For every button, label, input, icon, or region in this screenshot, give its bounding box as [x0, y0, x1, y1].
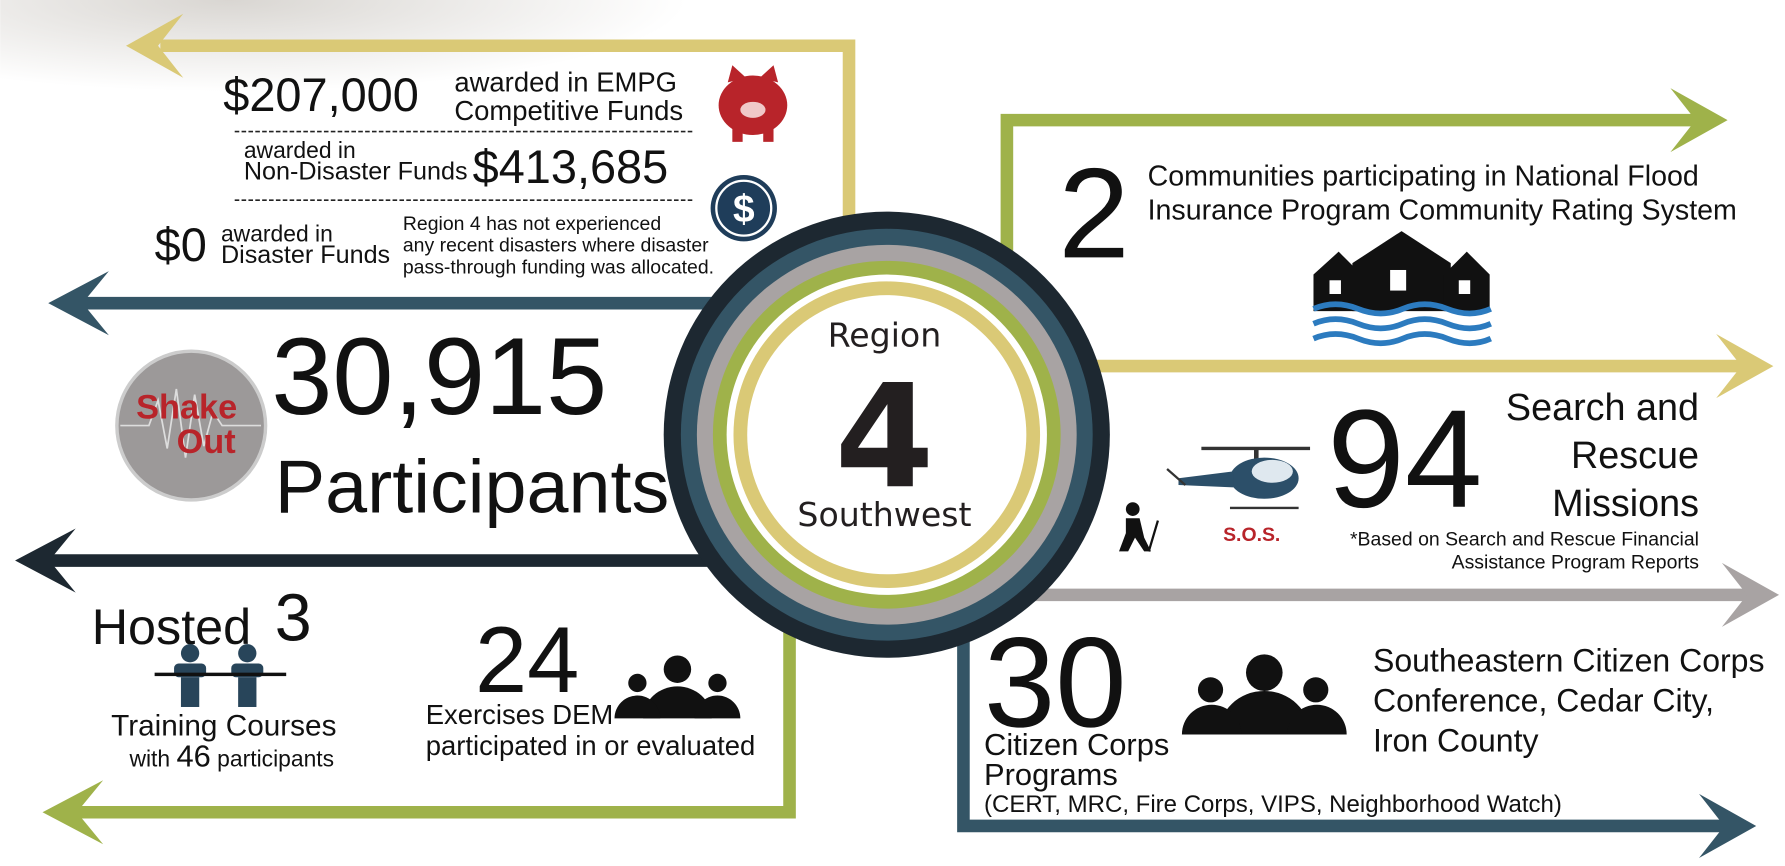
training-number: 3	[275, 582, 312, 656]
sar-number: 94	[1327, 381, 1482, 537]
disaster-text: Disaster Funds	[221, 241, 390, 269]
conference-text: Southeastern Citizen Corps	[1373, 643, 1765, 679]
sos-text: S.O.S.	[1223, 524, 1280, 546]
empg-text: awarded in EMPG	[454, 67, 677, 98]
exercises-number: 24	[475, 607, 579, 712]
empg-text: Competitive Funds	[454, 95, 683, 126]
text: with	[128, 745, 170, 771]
disaster-amount: $0	[155, 219, 207, 271]
flood-text: Communities participating in National Fl…	[1148, 160, 1699, 192]
training-hosted: Hosted	[92, 598, 251, 655]
empg-amount: $207,000	[223, 69, 419, 121]
flood-text: Insurance Program Community Rating Syste…	[1148, 195, 1737, 227]
infographic: Region 4 Southwest $207,000 awarded in E…	[0, 0, 1785, 866]
citizen-programs: (CERT, MRC, Fire Corps, VIPS, Neighborho…	[984, 791, 1562, 818]
participants-number: 46	[176, 738, 210, 773]
conference-text: Conference, Cedar City,	[1373, 683, 1714, 719]
flood-number: 2	[1058, 142, 1129, 285]
training-label: Training Courses	[111, 710, 336, 743]
citizen-label: Programs	[984, 757, 1118, 792]
shakeout-label: Participants	[275, 445, 669, 529]
center-region: Region	[828, 316, 942, 355]
center-name: Southwest	[797, 495, 971, 534]
sar-note: Assistance Program Reports	[1452, 552, 1700, 574]
conference-text: Iron County	[1373, 723, 1539, 759]
nondisaster-text: Non-Disaster Funds	[244, 158, 468, 186]
sar-note: *Based on Search and Rescue Financial	[1350, 529, 1699, 551]
disaster-note: pass-through funding was allocated.	[403, 256, 714, 278]
page: { "center": {"line1": "Region", "number"…	[0, 0, 1785, 866]
exercises-label: Exercises DEM	[426, 699, 614, 730]
disaster-note: any recent disasters where disaster	[403, 235, 709, 257]
disaster-note: Region 4 has not experienced	[403, 213, 661, 235]
sar-label: Search and	[1506, 386, 1699, 428]
shakeout-logo-text: Out	[177, 423, 236, 461]
nondisaster-amount: $413,685	[473, 141, 669, 193]
dollar-sign: $	[733, 188, 755, 231]
shakeout-logo-text: Shake	[136, 389, 237, 427]
shakeout-number: 30,915	[271, 316, 607, 438]
exercises-label: participated in or evaluated	[426, 730, 755, 761]
sar-label: Missions	[1552, 482, 1699, 524]
sar-label: Rescue	[1571, 434, 1699, 476]
text: participants	[217, 745, 334, 771]
